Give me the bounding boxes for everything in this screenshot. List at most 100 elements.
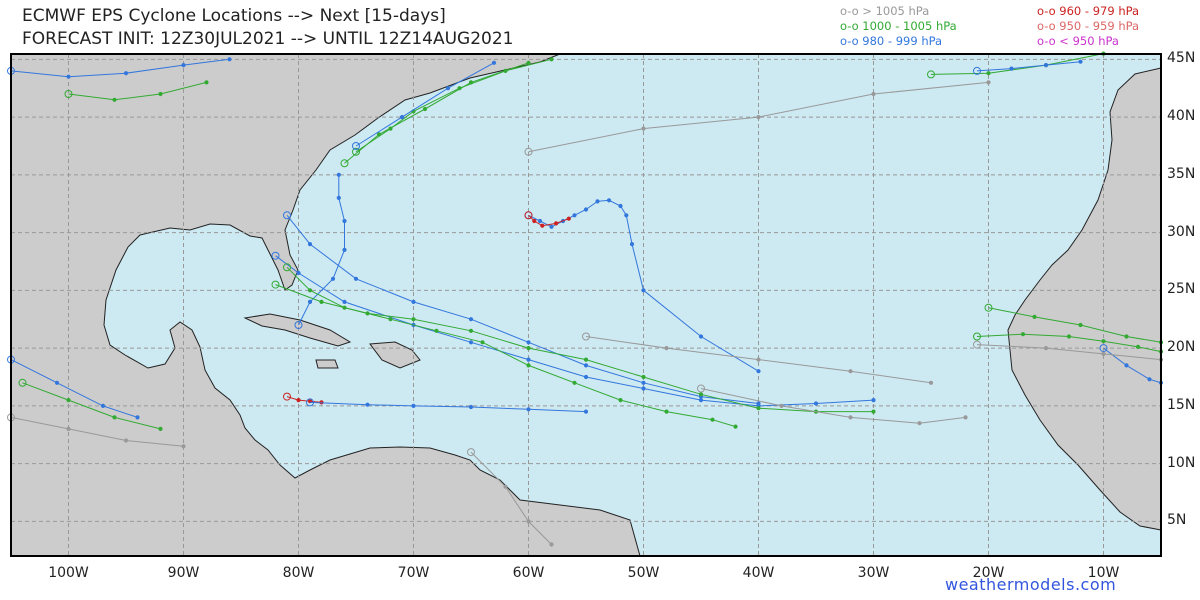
latitude-label: 25N xyxy=(1167,281,1196,298)
track-point xyxy=(445,86,451,91)
track-point xyxy=(526,357,531,362)
latitude-label: 35N xyxy=(1167,165,1196,182)
track-point xyxy=(641,386,646,391)
track-point xyxy=(756,357,761,362)
track-point xyxy=(549,57,554,62)
track-line xyxy=(68,81,207,101)
track-line xyxy=(930,53,1104,75)
track-start-marker xyxy=(467,448,475,457)
longitude-label: 10W xyxy=(1087,565,1120,581)
track-point xyxy=(618,398,623,403)
track-point xyxy=(468,340,474,345)
legend-entry-gt1005: o-o > 1005 hPa xyxy=(840,4,930,18)
track-line xyxy=(976,333,1162,353)
track-point xyxy=(526,519,531,524)
track-point xyxy=(66,74,71,79)
legend-entry-1000-1005: o-o 1000 - 1005 hPa xyxy=(840,19,957,33)
track-point xyxy=(1043,63,1049,68)
track-point xyxy=(572,380,577,385)
track-point xyxy=(986,71,991,76)
track-point xyxy=(526,60,531,65)
track-point xyxy=(411,317,416,322)
track-point xyxy=(572,213,577,218)
track-point xyxy=(1124,363,1129,368)
track-point xyxy=(112,415,117,420)
track-point xyxy=(641,126,646,131)
track-point xyxy=(963,415,968,420)
track-point xyxy=(526,340,531,345)
track-point xyxy=(330,276,336,281)
track-point xyxy=(986,80,991,85)
track-line xyxy=(1103,347,1162,384)
track-point xyxy=(1032,314,1037,319)
brand-watermark[interactable]: weathermodels.com xyxy=(945,575,1117,594)
track-point xyxy=(1135,344,1141,349)
track-start-marker xyxy=(271,251,280,260)
track-point xyxy=(503,484,508,489)
track-start-marker xyxy=(340,159,349,168)
track-point xyxy=(641,380,646,385)
latitude-label: 30N xyxy=(1167,223,1196,240)
land-masses xyxy=(10,53,1162,557)
track-point xyxy=(848,369,853,374)
north-america-landmass xyxy=(10,53,641,557)
track-point xyxy=(698,392,704,397)
track-point xyxy=(1066,334,1072,339)
longitude-label: 60W xyxy=(512,565,545,581)
track-point xyxy=(871,409,876,414)
track-line xyxy=(309,401,587,413)
track-point xyxy=(204,80,209,85)
track-point xyxy=(1078,59,1083,64)
track-point xyxy=(698,334,704,339)
track-start-marker xyxy=(283,263,291,272)
track-point xyxy=(468,404,474,410)
track-point xyxy=(537,218,543,224)
map-frame xyxy=(10,53,1162,557)
track-point xyxy=(422,106,428,112)
track-start-marker xyxy=(973,332,981,341)
track-point xyxy=(641,288,646,293)
track-point xyxy=(123,438,129,443)
track-start-marker xyxy=(271,280,280,289)
track-point xyxy=(468,80,474,85)
track-point xyxy=(468,317,474,322)
track-line xyxy=(10,416,184,447)
track-point xyxy=(365,402,370,407)
track-start-marker xyxy=(984,303,993,312)
track-start-marker xyxy=(927,70,935,79)
track-point xyxy=(468,328,474,333)
track-point xyxy=(756,115,761,120)
track-point xyxy=(606,198,612,203)
track-start-marker xyxy=(352,147,360,156)
track-line xyxy=(470,451,552,545)
track-point xyxy=(756,401,761,406)
track-point xyxy=(296,270,301,276)
track-point xyxy=(583,363,589,368)
track-point xyxy=(629,242,635,247)
track-point xyxy=(181,444,186,449)
track-point xyxy=(388,317,393,322)
cyclone-tracks xyxy=(7,51,1164,547)
track-point xyxy=(342,218,347,224)
track-line xyxy=(10,359,138,418)
graticule xyxy=(11,54,1161,556)
track-start-marker xyxy=(283,392,291,401)
track-line xyxy=(976,61,1081,72)
track-point xyxy=(181,63,186,68)
track-point xyxy=(1020,332,1026,337)
track-point xyxy=(1101,351,1106,356)
track-point xyxy=(1124,334,1129,339)
track-line xyxy=(22,382,161,430)
track-point xyxy=(66,398,71,403)
track-point xyxy=(566,216,571,221)
track-point xyxy=(342,247,347,252)
legend-entry-980-999: o-o 980 - 999 hPa xyxy=(840,34,943,48)
track-point xyxy=(1009,66,1014,71)
track-line xyxy=(275,255,874,407)
track-start-marker xyxy=(973,66,981,75)
latitude-label: 10N xyxy=(1167,454,1196,471)
track-point xyxy=(532,218,537,224)
legend-entry-lt950: o-o < 950 hPa xyxy=(1037,34,1119,48)
legend-left: o-o > 1005 hPa o-o 1000 - 1005 hPa o-o 9… xyxy=(840,4,957,49)
track-point xyxy=(583,409,589,414)
